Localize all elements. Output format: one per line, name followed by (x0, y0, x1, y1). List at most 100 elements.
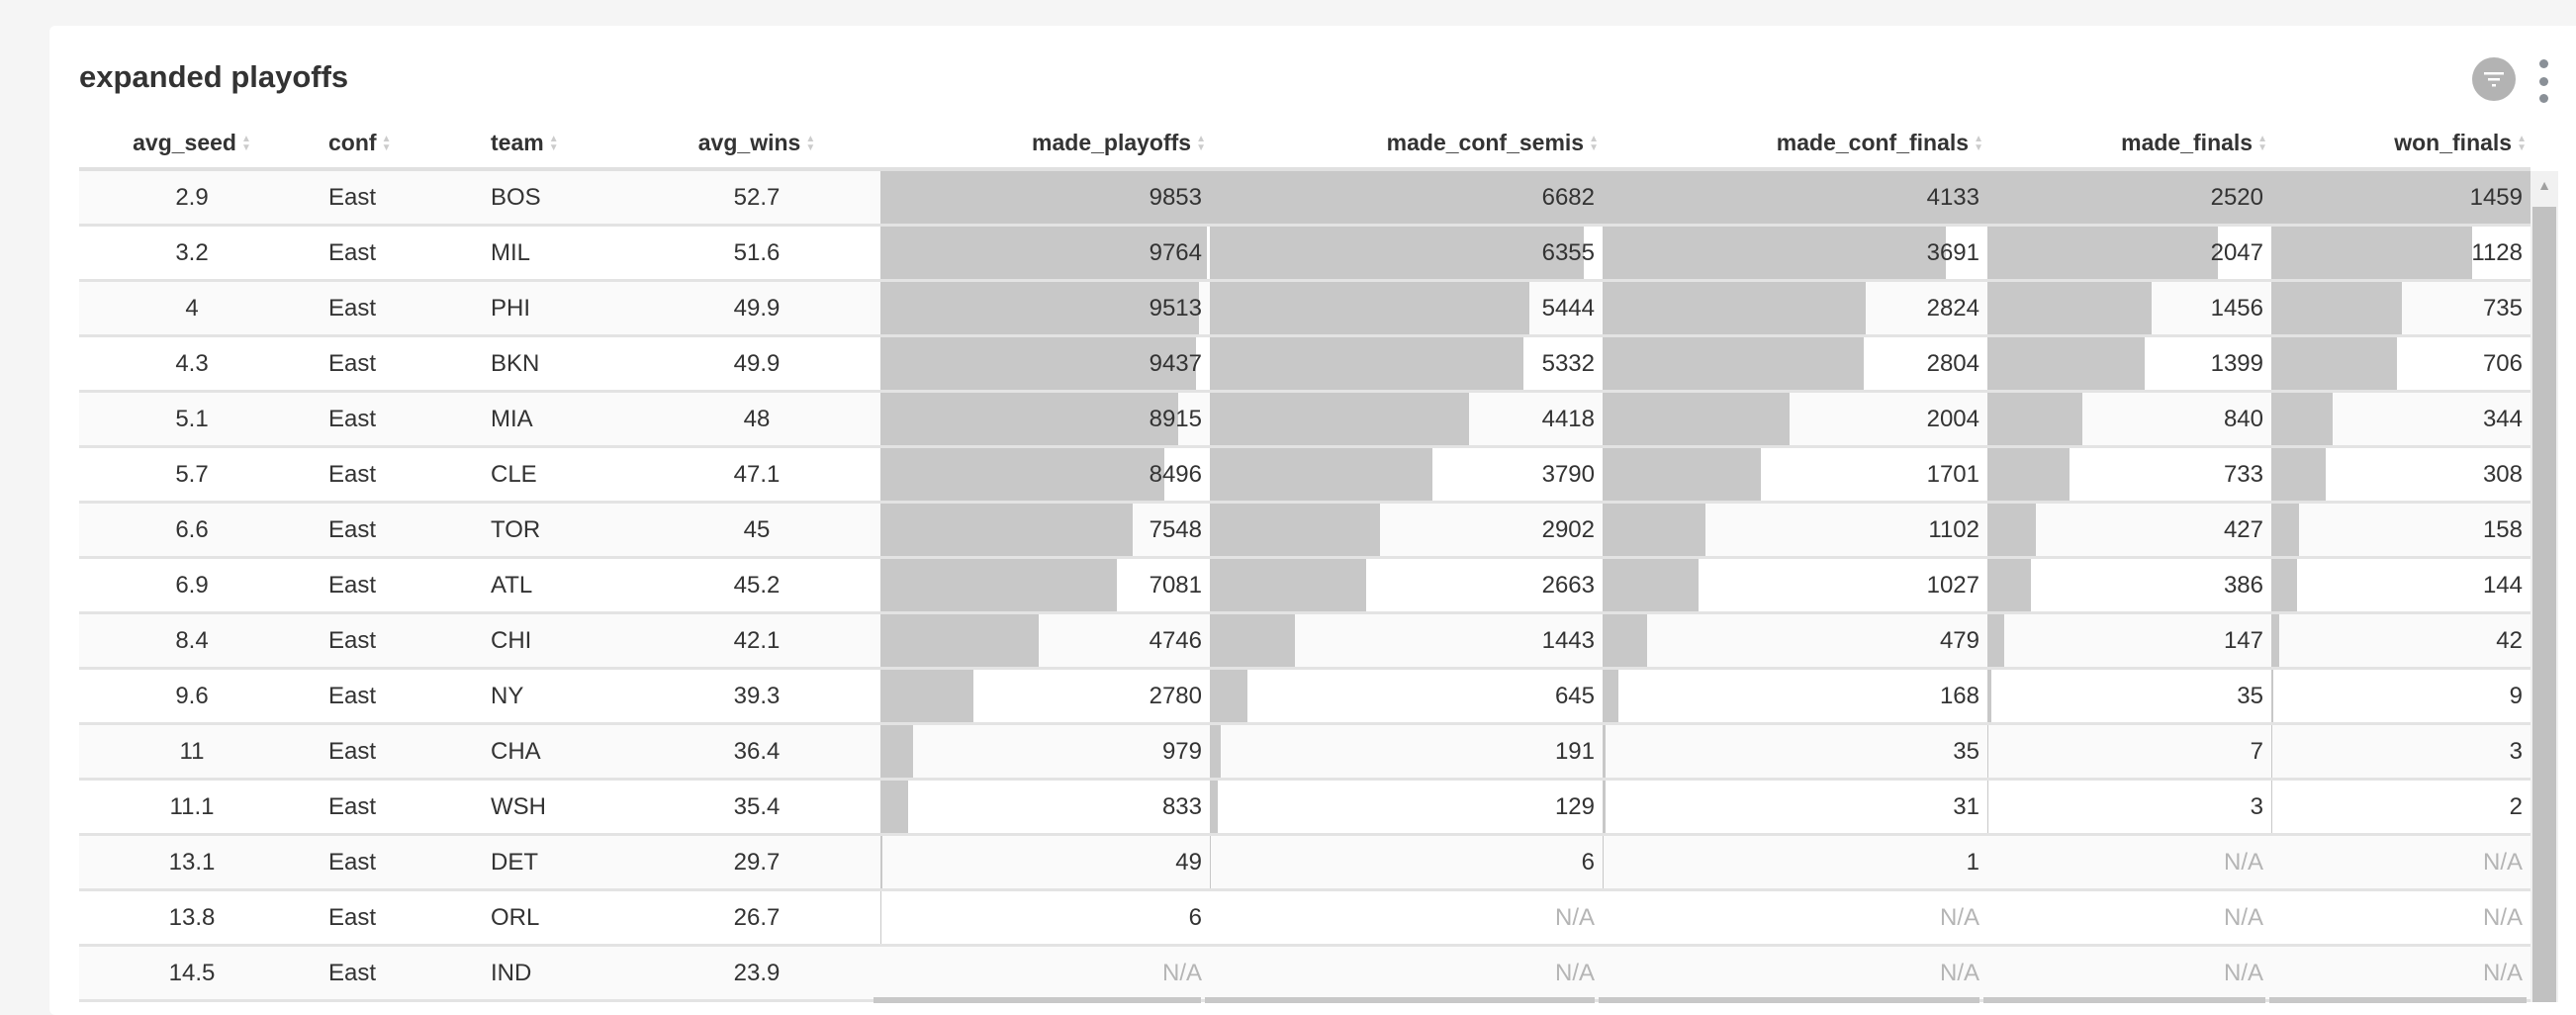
cell-value: 4746 (1150, 627, 1202, 655)
cell-value: 8496 (1150, 461, 1202, 489)
cell-made-conf-finals: N/A (1603, 947, 1987, 999)
cell-value: 7548 (1150, 516, 1202, 544)
column-header-made-playoffs[interactable]: made_playoffs▲▼ (880, 130, 1210, 156)
cell-value: 8915 (1150, 406, 1202, 433)
cell-value: 979 (1162, 738, 1202, 766)
cell-value: 48 (744, 406, 771, 433)
more-options-button[interactable] (2532, 59, 2554, 103)
cell-value: 11.1 (170, 793, 215, 821)
cell-team: CHI (475, 614, 633, 667)
sort-icon[interactable]: ▲▼ (241, 135, 251, 152)
cell-value: 1443 (1542, 627, 1595, 655)
cell-value: 45 (744, 516, 771, 544)
cell-made-conf-semis: 645 (1210, 670, 1603, 722)
cell-made-conf-semis: 3790 (1210, 448, 1603, 501)
cell-value: DET (491, 849, 538, 877)
cell-value: East (328, 572, 376, 600)
cell-value: N/A (1555, 904, 1595, 932)
value-bar (880, 393, 1178, 445)
cell-value: 1701 (1927, 461, 1979, 489)
cell-made-finals: 2047 (1987, 227, 2271, 279)
column-header-avg-wins[interactable]: avg_wins▲▼ (633, 130, 880, 156)
cell-made-playoffs: 2780 (880, 670, 1210, 722)
sort-icon[interactable]: ▲▼ (1196, 135, 1206, 152)
cell-value: N/A (2224, 904, 2263, 932)
cell-won-finals: 2 (2271, 781, 2530, 833)
value-bar (1210, 614, 1295, 667)
column-header-team[interactable]: team▲▼ (475, 130, 633, 156)
sort-icon[interactable]: ▲▼ (549, 135, 559, 152)
cell-value: MIA (491, 406, 533, 433)
column-header-won-finals[interactable]: won_finals▲▼ (2271, 130, 2530, 156)
column-header-avg-seed[interactable]: avg_seed▲▼ (79, 130, 305, 156)
value-bar (2271, 670, 2273, 722)
sort-icon[interactable]: ▲▼ (2517, 135, 2527, 152)
column-header-label: made_finals (2121, 130, 2253, 156)
column-header-conf[interactable]: conf▲▼ (305, 130, 475, 156)
value-bar (1603, 670, 1618, 722)
cell-made-finals: N/A (1987, 836, 2271, 888)
cell-value: 47.1 (734, 461, 781, 489)
sort-icon[interactable]: ▲▼ (382, 135, 392, 152)
value-bar (1210, 504, 1380, 556)
value-bar (1987, 614, 2004, 667)
vertical-scrollbar[interactable]: ▲ (2530, 171, 2558, 1002)
cell-value: 3.2 (175, 239, 208, 267)
value-bar (2271, 504, 2299, 556)
partial-cell (874, 997, 1200, 1003)
more-vertical-icon (2539, 59, 2548, 68)
cell-value: 1459 (2470, 184, 2523, 212)
cell-avg-wins: 23.9 (633, 947, 880, 999)
cell-value: CHI (491, 627, 531, 655)
value-bar (2271, 227, 2472, 279)
cell-won-finals: 3 (2271, 725, 2530, 778)
value-bar (1603, 559, 1699, 611)
cell-made-conf-finals: N/A (1603, 891, 1987, 944)
cell-made-playoffs: 7548 (880, 504, 1210, 556)
cell-made-conf-finals: 2804 (1603, 337, 1987, 390)
cell-value: 168 (1940, 683, 1979, 710)
value-bar (880, 781, 908, 833)
cell-value: East (328, 793, 376, 821)
cell-value: 11 (180, 738, 205, 766)
cell-conf: East (305, 448, 475, 501)
filter-button[interactable] (2472, 57, 2516, 101)
scrollbar-thumb[interactable] (2532, 207, 2556, 1002)
scroll-up-arrow-icon[interactable]: ▲ (2530, 177, 2558, 193)
cell-value: 14.5 (169, 960, 216, 987)
cell-value: 1102 (1928, 516, 1979, 544)
cell-value: 6.6 (175, 516, 208, 544)
cell-value: N/A (1940, 960, 1979, 987)
cell-value: BKN (491, 350, 539, 378)
sort-icon[interactable]: ▲▼ (2257, 135, 2267, 152)
value-bar (1987, 227, 2218, 279)
partial-cell (472, 997, 629, 1003)
column-header-made-finals[interactable]: made_finals▲▼ (1987, 130, 2271, 156)
sort-icon[interactable]: ▲▼ (1589, 135, 1599, 152)
cell-value: 9.6 (175, 683, 208, 710)
value-bar (880, 448, 1164, 501)
cell-value: N/A (2224, 960, 2263, 987)
column-header-made-conf-semis[interactable]: made_conf_semis▲▼ (1210, 130, 1603, 156)
sort-icon[interactable]: ▲▼ (1974, 135, 1983, 152)
more-dot (2539, 77, 2548, 86)
cell-made-finals: N/A (1987, 891, 2271, 944)
value-bar (2271, 614, 2279, 667)
column-header-made-conf-finals[interactable]: made_conf_finals▲▼ (1603, 130, 1987, 156)
sort-icon[interactable]: ▲▼ (805, 135, 815, 152)
